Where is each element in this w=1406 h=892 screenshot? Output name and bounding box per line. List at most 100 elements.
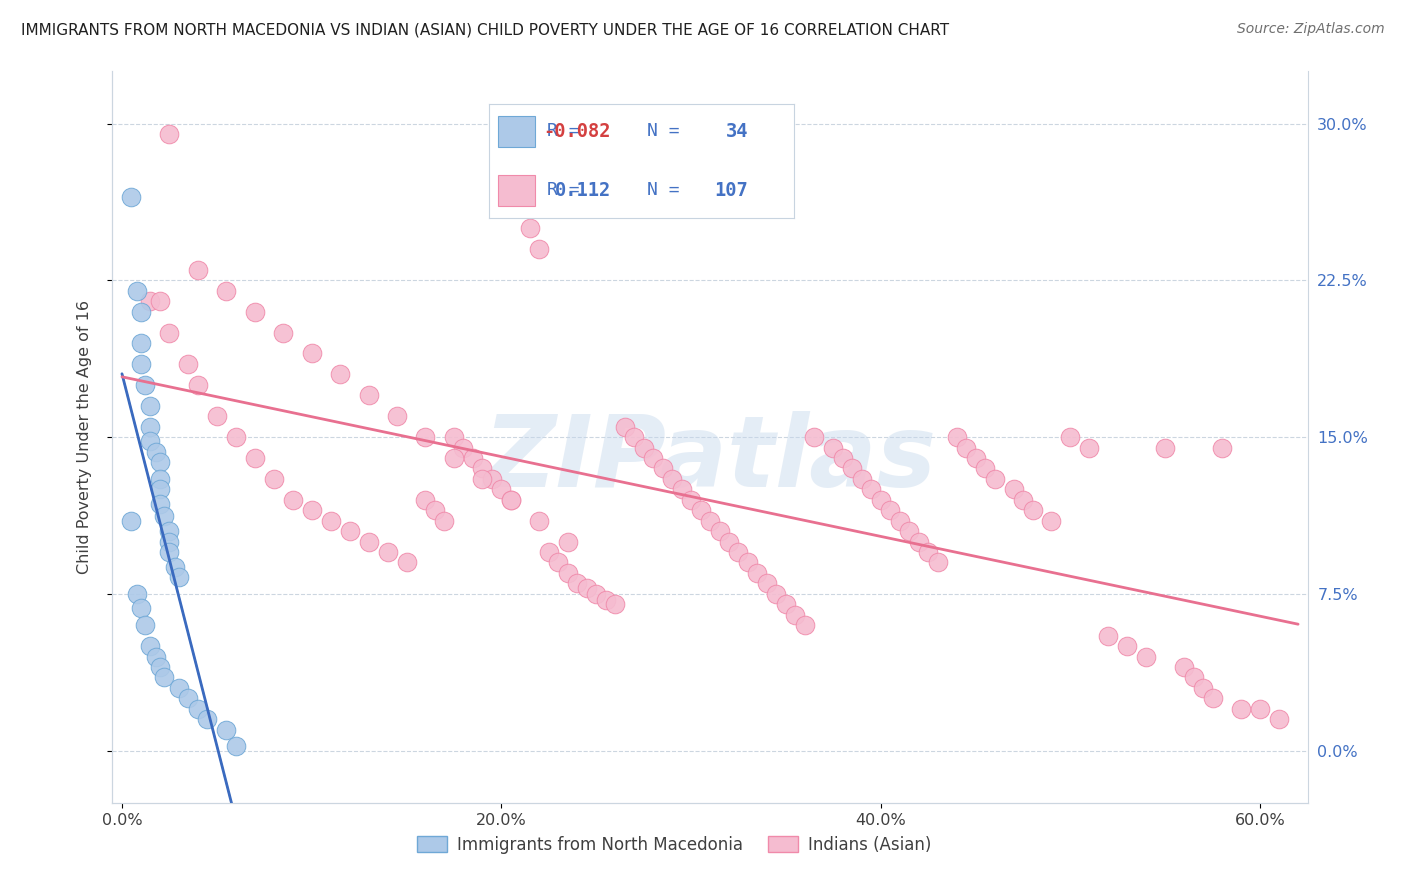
Point bbox=[623, 430, 645, 444]
Point bbox=[187, 377, 209, 392]
Point bbox=[319, 514, 342, 528]
Point bbox=[605, 597, 627, 611]
Point bbox=[165, 559, 187, 574]
Point bbox=[747, 566, 769, 580]
Point bbox=[529, 242, 551, 256]
Point bbox=[755, 576, 778, 591]
Point bbox=[917, 545, 939, 559]
Point bbox=[149, 472, 172, 486]
Point bbox=[357, 534, 380, 549]
Point bbox=[727, 545, 749, 559]
Point bbox=[157, 127, 180, 141]
Point bbox=[195, 712, 218, 726]
Point bbox=[955, 441, 977, 455]
Point bbox=[377, 545, 399, 559]
Point bbox=[983, 472, 1005, 486]
Point bbox=[1230, 702, 1253, 716]
Point bbox=[927, 556, 949, 570]
Point bbox=[823, 441, 845, 455]
Point bbox=[157, 545, 180, 559]
Point bbox=[1182, 670, 1205, 684]
Point bbox=[139, 639, 162, 653]
Point bbox=[1268, 712, 1291, 726]
Point bbox=[499, 492, 522, 507]
Point bbox=[145, 444, 167, 458]
Point bbox=[461, 450, 484, 465]
Point bbox=[129, 357, 152, 371]
Point bbox=[575, 581, 598, 595]
Point bbox=[1211, 441, 1233, 455]
Point bbox=[215, 284, 238, 298]
Point bbox=[453, 441, 475, 455]
Point bbox=[243, 304, 266, 318]
Point bbox=[357, 388, 380, 402]
Point bbox=[643, 450, 665, 465]
Point bbox=[699, 514, 721, 528]
Point bbox=[557, 534, 579, 549]
Point bbox=[139, 434, 162, 449]
Point bbox=[129, 601, 152, 615]
Point bbox=[134, 618, 156, 632]
Point bbox=[152, 509, 174, 524]
Point bbox=[1012, 492, 1035, 507]
Point bbox=[443, 450, 465, 465]
Point bbox=[651, 461, 673, 475]
Point bbox=[945, 430, 967, 444]
Point bbox=[471, 461, 494, 475]
Point bbox=[1135, 649, 1157, 664]
Point bbox=[1249, 702, 1271, 716]
Point bbox=[567, 576, 589, 591]
Point bbox=[879, 503, 901, 517]
Point bbox=[1154, 441, 1177, 455]
Point bbox=[889, 514, 911, 528]
Point bbox=[339, 524, 361, 538]
Point bbox=[157, 534, 180, 549]
Point bbox=[215, 723, 238, 737]
Point bbox=[152, 670, 174, 684]
Point bbox=[243, 450, 266, 465]
Point bbox=[157, 326, 180, 340]
Point bbox=[139, 419, 162, 434]
Point bbox=[415, 492, 437, 507]
Point bbox=[481, 472, 503, 486]
Point bbox=[443, 430, 465, 444]
Point bbox=[177, 357, 200, 371]
Point bbox=[1021, 503, 1043, 517]
Y-axis label: Child Poverty Under the Age of 16: Child Poverty Under the Age of 16 bbox=[77, 300, 91, 574]
Point bbox=[509, 200, 531, 214]
Point bbox=[965, 450, 987, 465]
Point bbox=[681, 492, 703, 507]
Point bbox=[785, 607, 807, 622]
Legend: Immigrants from North Macedonia, Indians (Asian): Immigrants from North Macedonia, Indians… bbox=[411, 829, 938, 860]
Point bbox=[709, 524, 731, 538]
Point bbox=[149, 294, 172, 309]
Point bbox=[177, 691, 200, 706]
Point bbox=[1002, 483, 1025, 497]
Point bbox=[271, 326, 294, 340]
Point bbox=[557, 566, 579, 580]
Point bbox=[633, 441, 655, 455]
Point bbox=[423, 503, 446, 517]
Point bbox=[1173, 660, 1195, 674]
Point bbox=[395, 556, 418, 570]
Text: Source: ZipAtlas.com: Source: ZipAtlas.com bbox=[1237, 22, 1385, 37]
Point bbox=[671, 483, 693, 497]
Point bbox=[129, 336, 152, 351]
Point bbox=[1078, 441, 1101, 455]
Point bbox=[415, 430, 437, 444]
Point bbox=[139, 294, 162, 309]
Point bbox=[139, 399, 162, 413]
Point bbox=[1097, 629, 1119, 643]
Point bbox=[471, 472, 494, 486]
Point bbox=[519, 221, 541, 235]
Point bbox=[167, 570, 190, 584]
Point bbox=[595, 593, 617, 607]
Point bbox=[167, 681, 190, 695]
Point bbox=[127, 284, 149, 298]
Point bbox=[869, 492, 891, 507]
Text: ZIPatlas: ZIPatlas bbox=[484, 410, 936, 508]
Point bbox=[860, 483, 883, 497]
Point bbox=[765, 587, 787, 601]
Text: IMMIGRANTS FROM NORTH MACEDONIA VS INDIAN (ASIAN) CHILD POVERTY UNDER THE AGE OF: IMMIGRANTS FROM NORTH MACEDONIA VS INDIA… bbox=[21, 22, 949, 37]
Point bbox=[205, 409, 228, 424]
